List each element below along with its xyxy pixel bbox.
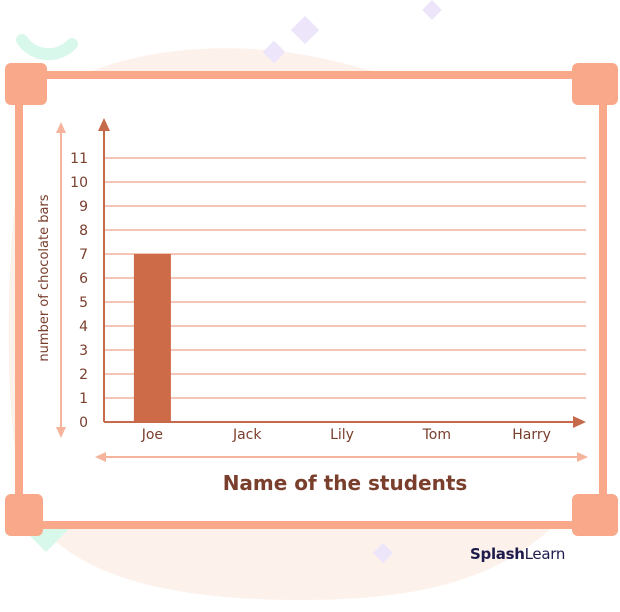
brand-logo: SplashLearn <box>470 545 565 563</box>
y-tick-label: 8 <box>79 223 88 239</box>
y-tick-label: 6 <box>79 271 88 287</box>
x-tick-labels: Joe Jack Lily Tom Harry <box>141 427 551 443</box>
brand-name-part2: Learn <box>524 545 566 563</box>
bar-joe <box>133 254 171 422</box>
y-tick-label: 7 <box>79 247 88 263</box>
brand-name-part1: Splash <box>470 545 525 563</box>
gridlines <box>104 157 586 399</box>
x-tick-label: Joe <box>141 427 163 443</box>
lavender-diamond-shape <box>290 15 320 45</box>
frame-corner <box>5 494 43 536</box>
y-tick-labels: 0 1 2 3 4 5 6 7 8 9 10 11 <box>70 151 88 431</box>
frame-corner <box>572 63 618 105</box>
y-tick-label: 5 <box>79 295 88 311</box>
frame-border <box>15 71 607 529</box>
mint-ring-shape <box>16 34 78 61</box>
x-tick-label: Harry <box>512 427 551 443</box>
x-guide-arrow <box>95 452 588 462</box>
x-axis-arrowhead <box>573 416 586 428</box>
axes <box>98 118 586 428</box>
frame-corner <box>572 494 618 536</box>
x-tick-label: Lily <box>330 427 354 443</box>
frame-corner <box>5 63 47 105</box>
y-tick-label: 2 <box>79 367 88 383</box>
y-tick-label: 11 <box>70 151 88 167</box>
bars <box>133 254 171 422</box>
y-tick-label: 0 <box>79 415 88 431</box>
lavender-diamond-shape <box>373 543 393 563</box>
y-tick-label: 9 <box>79 199 88 215</box>
x-tick-label: Tom <box>422 427 451 443</box>
y-tick-label: 1 <box>79 391 88 407</box>
x-axis-label: Name of the students <box>223 471 468 495</box>
y-axis-label: number of chocolate bars <box>37 194 52 361</box>
y-tick-label: 3 <box>79 343 88 359</box>
y-tick-label: 4 <box>79 319 88 335</box>
y-guide-arrow <box>56 122 66 438</box>
y-axis-arrowhead <box>98 118 110 131</box>
x-tick-label: Jack <box>232 427 262 443</box>
chart-frame <box>5 63 618 536</box>
lavender-diamond-shape <box>422 0 442 20</box>
y-tick-label: 10 <box>70 175 88 191</box>
